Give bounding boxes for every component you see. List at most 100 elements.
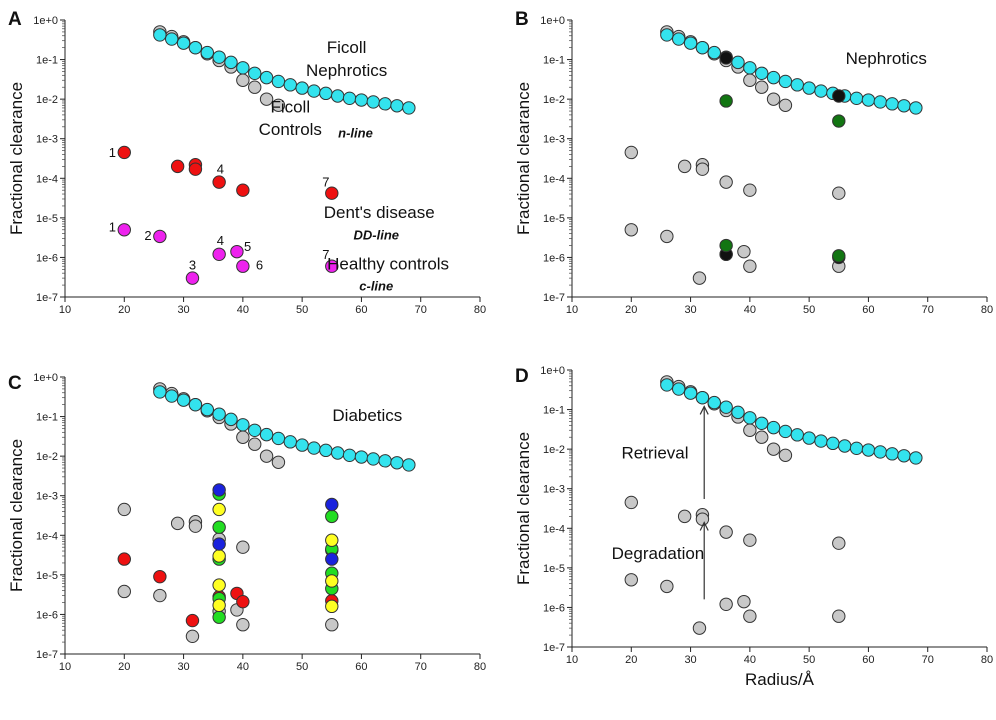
y-axis-label: Fractional clearance — [514, 82, 533, 235]
x-tick-label: 60 — [862, 654, 874, 666]
data-point-cyan — [176, 36, 191, 50]
data-point-yellow — [212, 549, 226, 563]
data-point-cyan — [331, 89, 345, 103]
data-point-darkgreen — [832, 249, 846, 263]
point-number-label: 1 — [109, 145, 116, 160]
data-point-cyan — [778, 74, 793, 89]
y-tick-label: 1e-7 — [36, 292, 58, 304]
data-point-blue — [212, 483, 226, 497]
data-point-cyan — [354, 450, 369, 464]
data-point-cyan — [176, 393, 191, 407]
data-point-cyan — [731, 405, 745, 420]
data-point-cyan — [200, 402, 214, 417]
data-point-gray — [743, 259, 757, 273]
data-point-magenta — [212, 247, 226, 261]
panel-c: C 10 20 30 40 50 60 70 80 1e-7 1e-6 1e-5 1e-4 1e-3 1e-… — [7, 372, 486, 673]
y-tick-label: 1e-5 — [36, 213, 58, 225]
annotation-text: Nephrotics — [306, 61, 387, 80]
data-point-red — [170, 159, 185, 174]
data-point-cyan — [695, 40, 710, 55]
data-point-darkgreen — [719, 238, 733, 253]
data-point-gray — [624, 495, 638, 510]
data-point-gray — [743, 423, 757, 437]
x-tick-label: 10 — [59, 661, 71, 673]
data-point-gray — [743, 609, 757, 623]
data-point-cyan — [224, 412, 238, 427]
data-point-gray — [832, 609, 846, 623]
y-tick-label: 1e-6 — [36, 252, 58, 264]
x-tick-label: 60 — [355, 304, 367, 316]
data-point-red — [188, 162, 203, 176]
data-point-cyan — [897, 99, 911, 113]
data-point-cyan — [188, 40, 203, 55]
data-point-cyan — [224, 55, 238, 70]
data-point-gray — [677, 159, 692, 174]
data-point-green — [212, 610, 226, 624]
point-number-label: 3 — [189, 258, 196, 273]
data-point-cyan — [307, 84, 321, 98]
data-point-cyan — [743, 411, 757, 425]
data-point-cyan — [283, 435, 297, 449]
data-point-yellow — [212, 578, 226, 592]
y-axis-label: Fractional clearance — [7, 439, 26, 592]
x-tick-label: 50 — [296, 661, 308, 673]
data-point-cyan — [826, 436, 840, 451]
x-tick-label: 80 — [474, 304, 486, 316]
data-point-gray — [755, 430, 769, 444]
data-point-cyan — [802, 81, 816, 95]
x-tick-label: 30 — [177, 304, 189, 316]
data-point-gray — [692, 271, 707, 285]
data-point-gray — [624, 145, 638, 160]
x-tick-label: 30 — [177, 661, 189, 673]
x-tick-label: 20 — [625, 654, 637, 666]
point-number-label: 6 — [256, 258, 263, 273]
data-point-gray — [832, 186, 846, 200]
x-tick-label: 20 — [118, 661, 130, 673]
line-label: n-line — [338, 126, 373, 141]
y-tick-label: 1e-6 — [543, 252, 565, 264]
arrow-head — [699, 405, 709, 415]
data-point-magenta — [185, 271, 200, 285]
data-point-cyan — [342, 448, 357, 463]
data-point-cyan — [861, 443, 876, 457]
data-point-gray — [259, 449, 274, 463]
data-point-cyan — [236, 61, 250, 75]
annotation-text: Nephrotics — [846, 49, 927, 68]
data-point-cyan — [755, 66, 769, 80]
x-tick-label: 60 — [862, 304, 874, 316]
data-point-gray — [271, 98, 286, 112]
data-point-gray — [778, 448, 793, 462]
data-point-cyan — [259, 70, 274, 85]
data-point-gray — [695, 162, 710, 176]
data-point-black — [832, 89, 846, 103]
data-point-gray — [743, 533, 757, 547]
data-point-darkgreen — [832, 114, 846, 128]
x-axis-label: Radius/Å — [745, 670, 815, 689]
data-point-magenta — [236, 259, 250, 273]
y-tick-label: 1e+0 — [540, 15, 565, 27]
data-point-cyan — [402, 458, 416, 472]
data-point-cyan — [402, 101, 416, 115]
panel-a: A 10 20 30 40 50 60 70 80 1e-7 1e-6 1e-5 1e-4 1e-3 1e-… — [7, 9, 486, 316]
y-tick-label: 1e-2 — [36, 451, 58, 463]
data-point-gray — [259, 92, 274, 106]
data-point-gray — [719, 597, 733, 611]
data-point-cyan — [755, 416, 769, 430]
data-point-cyan — [802, 431, 816, 445]
data-point-cyan — [259, 427, 274, 442]
data-point-gray — [778, 98, 793, 112]
annotation-text: Retrieval — [621, 444, 688, 463]
data-point-cyan — [165, 389, 179, 403]
y-tick-label: 1e+0 — [33, 372, 58, 384]
x-tick-label: 30 — [684, 654, 696, 666]
data-point-gray — [719, 525, 733, 539]
y-tick-label: 1e-1 — [36, 412, 58, 424]
data-point-cyan — [885, 447, 899, 461]
data-point-cyan — [271, 431, 286, 446]
y-tick-label: 1e-2 — [543, 94, 565, 106]
data-point-gray — [624, 223, 638, 237]
data-point-gray — [719, 175, 733, 189]
data-point-cyan — [390, 456, 404, 470]
data-point-gray — [737, 244, 751, 259]
data-point-cyan — [212, 50, 226, 64]
